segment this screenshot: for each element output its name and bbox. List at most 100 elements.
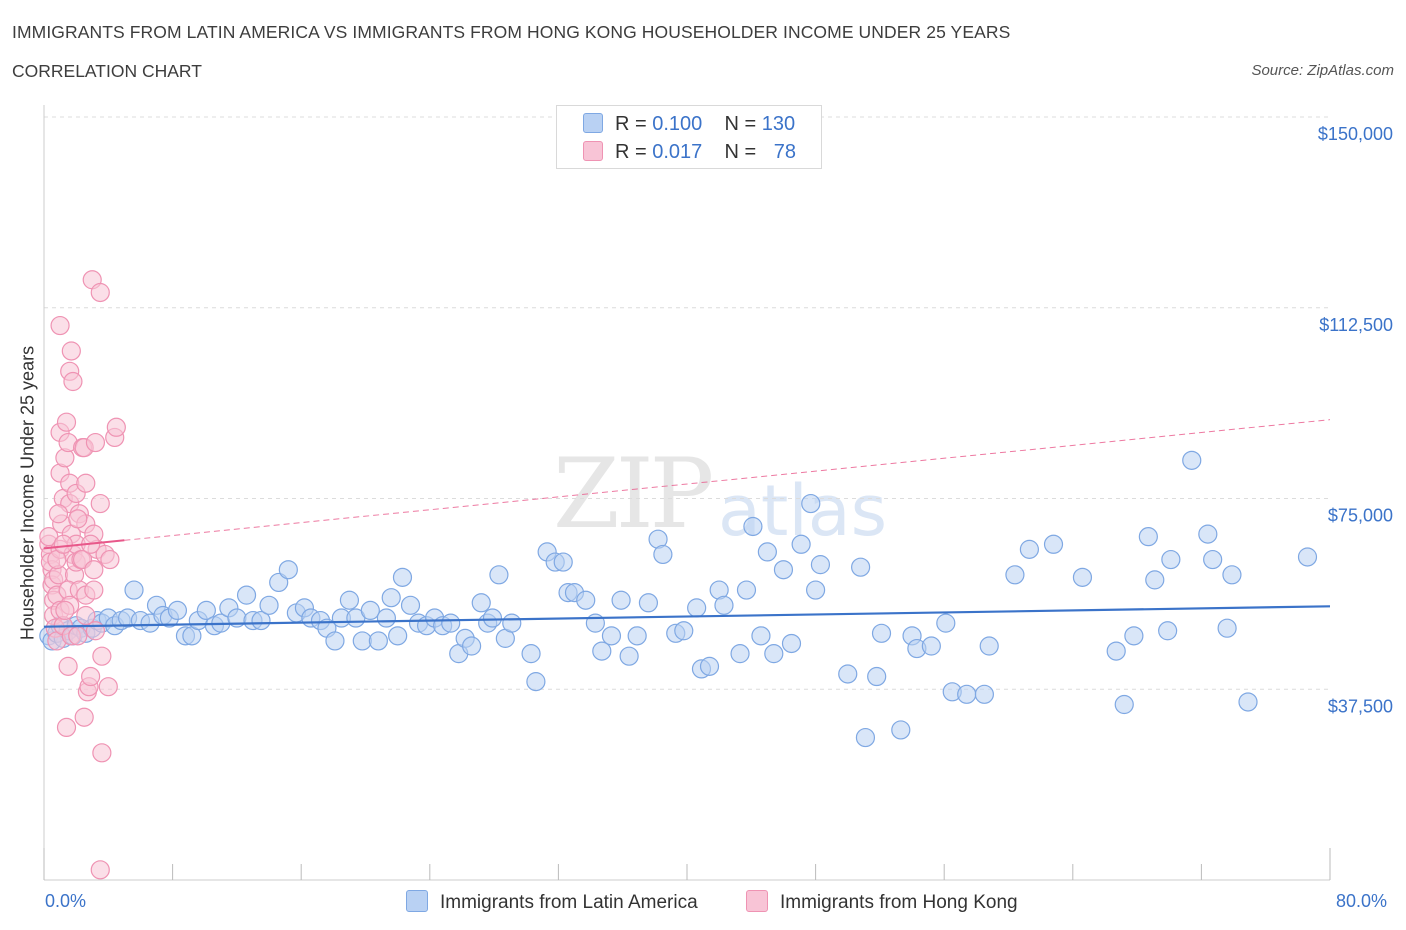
data-point [936, 613, 956, 633]
data-point [461, 636, 482, 656]
x-tick-max: 80.0% [1336, 891, 1388, 911]
data-point [68, 509, 88, 529]
data-point [553, 552, 573, 572]
data-point [773, 560, 794, 580]
data-point [781, 633, 802, 654]
y-tick-label: $150,000 [1318, 124, 1393, 144]
chart-subtitle: CORRELATION CHART [12, 61, 202, 81]
data-point [619, 646, 639, 666]
data-point [58, 656, 78, 676]
legend-r-value: 0.017 [652, 141, 703, 163]
data-point [90, 493, 110, 514]
data-point [259, 595, 279, 615]
data-point [921, 636, 941, 656]
data-point [1158, 621, 1178, 641]
data-point [810, 555, 831, 575]
legend-n-value: 130 [761, 113, 796, 135]
legend-n-value: 78 [773, 141, 797, 163]
data-point [1043, 534, 1064, 554]
data-point [1222, 565, 1242, 585]
data-point [699, 656, 720, 676]
data-point [974, 684, 994, 704]
data-point [653, 544, 673, 565]
data-point [55, 600, 75, 621]
data-point [1238, 692, 1258, 712]
data-point [92, 646, 112, 666]
data-point [801, 493, 821, 514]
data-point [1297, 547, 1318, 567]
data-point [90, 860, 110, 880]
source-label: Source: ZipAtlas.com [1251, 62, 1394, 79]
data-point [611, 590, 631, 610]
data-point [1005, 565, 1025, 585]
data-point [1106, 641, 1126, 661]
data-point [627, 626, 647, 646]
data-point [441, 613, 461, 633]
data-point [56, 717, 77, 738]
data-point [502, 613, 522, 633]
data-point [400, 595, 421, 615]
data-point [855, 727, 876, 748]
data-point [339, 590, 360, 610]
watermark-zip: ZIP [553, 438, 714, 550]
data-point [76, 605, 96, 626]
data-point [791, 534, 811, 554]
x-tick-min: 0.0% [45, 891, 87, 911]
data-point [757, 542, 777, 562]
data-point [63, 371, 83, 392]
legend-r-value: 0.100 [652, 113, 703, 135]
data-point [736, 580, 757, 600]
data-point [526, 672, 546, 692]
data-point [1124, 626, 1144, 646]
legend-r-label: R = [615, 113, 647, 135]
correlation-legend: R = 0.100 N = 130 R = 0.017 N = 78 [556, 105, 822, 169]
y-tick-label: $75,000 [1328, 506, 1393, 526]
y-tick-label: $112,500 [1319, 315, 1393, 335]
data-point [805, 580, 826, 600]
data-point [48, 504, 69, 524]
data-point [376, 608, 396, 628]
data-point [687, 598, 707, 618]
data-point [764, 644, 784, 664]
data-point [124, 580, 144, 600]
data-point [388, 626, 408, 646]
data-point [838, 664, 858, 684]
data-point [751, 626, 771, 646]
data-point [674, 621, 694, 641]
data-point [84, 560, 104, 580]
legend-row-hong-kong: R = 0.017 N = 78 [583, 141, 796, 165]
data-point [1217, 618, 1237, 638]
data-point [236, 585, 257, 605]
data-point [851, 557, 871, 577]
data-point [85, 432, 106, 453]
data-point [489, 565, 509, 585]
data-point [392, 567, 413, 587]
data-point [106, 417, 126, 437]
chart-title: IMMIGRANTS FROM LATIN AMERICA VS IMMIGRA… [12, 22, 1011, 42]
data-point [352, 631, 372, 651]
data-point [1019, 539, 1039, 559]
data-point [871, 623, 892, 643]
data-point [196, 600, 216, 621]
data-point [1161, 549, 1181, 570]
data-point [269, 572, 289, 593]
bottom-legend-swatch-pink [746, 890, 768, 912]
data-point [92, 743, 112, 763]
data-point [360, 600, 380, 621]
data-point [730, 644, 750, 664]
data-point [638, 593, 659, 613]
data-point [278, 560, 298, 580]
trend-line-solid [43, 539, 125, 550]
bottom-legend-label: Immigrants from Hong Kong [780, 892, 1018, 913]
trend-line [43, 605, 1331, 628]
data-point [979, 636, 999, 656]
legend-swatch-blue [583, 113, 603, 133]
bottom-legend-label: Immigrants from Latin America [440, 892, 698, 913]
data-point [592, 641, 612, 661]
data-point [471, 593, 491, 613]
data-point [1145, 570, 1165, 590]
data-point [368, 631, 388, 651]
data-point [576, 590, 596, 610]
y-tick-label: $37,500 [1328, 696, 1393, 716]
data-point [61, 341, 81, 361]
